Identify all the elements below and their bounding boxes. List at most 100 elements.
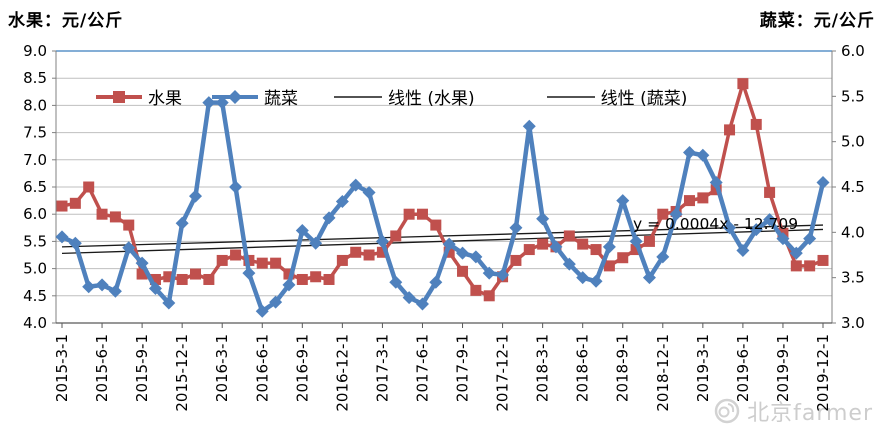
veg-data-point — [108, 284, 122, 298]
x-axis-tick-label: 2015-12-1 — [173, 334, 191, 412]
watermark: 北京farmer — [713, 395, 873, 427]
veg-data-point — [749, 223, 763, 237]
watermark-text: 北京farmer — [747, 401, 873, 426]
veg-data-point — [175, 216, 189, 230]
legend-label-fruit: 水果 — [148, 89, 182, 109]
veg-data-point — [456, 246, 470, 260]
veg-data-point — [696, 148, 710, 162]
veg-data-point — [215, 96, 229, 110]
fruit-data-point — [457, 265, 469, 277]
veg-data-point — [509, 221, 523, 235]
veg-data-point — [496, 268, 510, 282]
fruit-data-point — [683, 195, 695, 207]
veg-data-point — [763, 213, 777, 227]
right-axis-tick-label: 4.5 — [841, 178, 865, 196]
fruit-data-point — [56, 200, 68, 212]
veg-data-point — [723, 221, 737, 235]
right-axis-title: 蔬菜：元/公斤 — [759, 11, 875, 31]
left-axis-tick-label: 8.0 — [23, 96, 47, 114]
x-axis-tick-label: 2018-3-1 — [534, 334, 552, 402]
veg-data-point — [95, 278, 109, 292]
fruit-data-point — [817, 254, 829, 266]
veg-data-point — [669, 207, 683, 221]
left-axis-tick-label: 6.5 — [23, 178, 47, 196]
fruit-data-point — [390, 230, 402, 242]
fruit-data-point — [376, 246, 388, 258]
fruit-data-point — [216, 254, 228, 266]
fruit-data-point — [750, 118, 762, 130]
veg-data-point — [295, 224, 309, 238]
trendline-equation: y = 0.0004x - 12.709 — [633, 215, 798, 233]
veg-series-line — [59, 100, 826, 314]
fruit-data-point — [230, 249, 242, 261]
left-axis-tick-label: 6.0 — [23, 205, 47, 223]
veg-data-point — [375, 234, 389, 248]
fruit-data-point — [764, 186, 776, 198]
veg-data-point — [68, 236, 82, 250]
veg-data-point — [562, 257, 576, 271]
fruit-trendline-marker — [334, 95, 382, 98]
veg-data-point — [482, 266, 496, 280]
fruit-data-point — [697, 192, 709, 204]
fruit-data-point — [657, 208, 669, 220]
fruit-data-point — [109, 211, 121, 223]
veg-data-point — [282, 278, 296, 292]
veg-data-point — [602, 240, 616, 254]
left-axis-tick-label: 4.5 — [23, 287, 47, 305]
legend-item-trend-fruit: 线性 (水果) — [334, 84, 475, 109]
x-axis-tick-label: 2019-3-1 — [694, 334, 712, 402]
x-axis-tick-label: 2019-9-1 — [774, 334, 792, 402]
x-axis-tick-label: 2016-9-1 — [293, 334, 311, 402]
veg-data-point — [816, 175, 830, 189]
fruit-data-point — [630, 244, 642, 256]
legend-item-fruit: 水果 — [96, 84, 182, 109]
x-axis-tick-label: 2015-9-1 — [133, 334, 151, 402]
right-axis-tick-label: 5.0 — [841, 133, 865, 151]
veg-data-point — [55, 230, 69, 244]
left-axis-title: 水果：元/公斤 — [8, 11, 124, 31]
fruit-data-point — [136, 268, 148, 280]
fruit-data-point — [270, 257, 282, 269]
fruit-data-point — [737, 78, 749, 90]
veg-data-point — [522, 119, 536, 133]
x-axis-tick-label: 2016-12-1 — [333, 334, 351, 412]
veg-data-point — [549, 240, 563, 254]
veg-data-point — [269, 295, 283, 309]
left-axis-tick-label: 7.5 — [23, 124, 47, 142]
veg-data-point — [82, 280, 96, 294]
fruit-data-point — [523, 244, 535, 256]
fruit-data-point — [190, 268, 202, 280]
fruit-data-point — [577, 238, 589, 250]
x-axis-tick-label: 2017-3-1 — [373, 334, 391, 402]
right-axis-tick-label: 4.0 — [841, 223, 865, 241]
veg-data-point — [255, 304, 269, 318]
fruit-data-point — [176, 273, 188, 285]
veg-data-point — [229, 180, 243, 194]
veg-data-point — [709, 175, 723, 189]
veg-data-point — [789, 246, 803, 260]
fruit-data-point — [283, 268, 295, 280]
fruit-data-point — [96, 208, 108, 220]
fruit-data-point — [804, 260, 816, 272]
veg-data-point — [402, 291, 416, 305]
fruit-data-point — [296, 273, 308, 285]
fruit-data-point — [310, 271, 322, 283]
fruit-data-point — [603, 260, 615, 272]
x-axis-tick-label: 2017-6-1 — [413, 334, 431, 402]
x-axis-tick-label: 2017-9-1 — [454, 334, 472, 402]
fruit-data-point — [724, 124, 736, 136]
chart-legend: 水果 蔬菜 线性 (水果) 线性 (蔬菜) — [96, 84, 687, 109]
right-axis-tick-label: 6.0 — [841, 42, 865, 60]
right-axis-tick-label: 3.0 — [841, 314, 865, 332]
x-axis-tick-label: 2018-12-1 — [654, 334, 672, 412]
veg-data-point — [536, 212, 550, 226]
left-axis-tick-label: 5.5 — [23, 232, 47, 250]
fruit-series-marker — [96, 90, 142, 103]
fruit-data-point — [416, 208, 428, 220]
veg-data-point — [202, 96, 216, 110]
x-axis-tick-label: 2019-12-1 — [814, 334, 832, 412]
veg-data-point — [242, 266, 256, 280]
legend-label-trend-veg: 线性 (蔬菜) — [600, 89, 688, 109]
veg-data-point — [148, 282, 162, 296]
